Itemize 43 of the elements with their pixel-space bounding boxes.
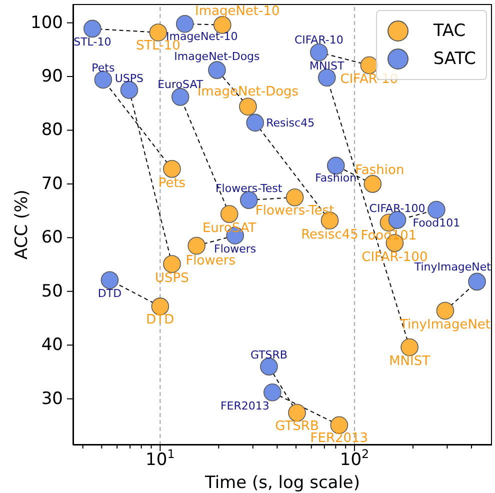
y-tick-label: 50 <box>41 281 63 302</box>
annotation: Flowers <box>186 253 236 268</box>
x-tick-label: 10$^{2}$ <box>340 447 370 470</box>
annotation: FER2013 <box>310 430 368 446</box>
annotation: GTSRB <box>250 348 288 362</box>
y-tick-label: 40 <box>41 335 63 356</box>
y-tick-label: 60 <box>41 228 63 248</box>
annotation: GTSRB <box>275 418 319 434</box>
x-axis-title: Time (s, log scale) <box>204 473 360 493</box>
y-tick-label: 30 <box>41 388 63 409</box>
y-tick-label: 90 <box>41 66 63 87</box>
annotation: Pets <box>158 175 186 190</box>
annotation: ImageNet-10 <box>194 3 280 18</box>
annotation: FER2013 <box>220 398 270 412</box>
annotation: CIFAR-100 <box>369 201 426 214</box>
annotation: CIFAR-10 <box>294 32 344 46</box>
annotation: Flowers <box>214 242 256 256</box>
annotation: Food101 <box>412 216 460 230</box>
annotation: EuroSAT <box>202 220 256 236</box>
annotation: Flowers-Test <box>255 202 334 218</box>
annotation: Resisc45 <box>301 226 358 242</box>
annotation: MNIST <box>389 354 430 369</box>
x-tick-label: 10$^{1}$ <box>146 447 175 470</box>
y-tick-label: 80 <box>41 120 63 140</box>
y-tick-label: 70 <box>41 174 63 194</box>
y-axis-title: ACC (%) <box>12 190 32 260</box>
annotation: STL-10 <box>74 35 112 48</box>
annotation: Fashion <box>355 162 404 178</box>
annotation: TinyImageNet <box>398 317 491 332</box>
annotation: DTD <box>98 286 122 300</box>
annotation: USPS <box>114 71 144 84</box>
annotation: Fashion <box>315 171 357 184</box>
annotation: Resisc45 <box>266 116 315 130</box>
annotation: ImageNet-Dogs <box>174 50 260 63</box>
annotation: MNIST <box>310 59 344 72</box>
annotation: Pets <box>92 61 115 74</box>
annotation: USPS <box>155 270 189 286</box>
legend-label: TAC <box>433 21 466 41</box>
annotation: Flowers-Test <box>215 182 283 195</box>
annotation: CIFAR-10 <box>340 72 398 87</box>
y-tick-label: 100 <box>30 12 63 33</box>
annotation: DTD <box>146 312 174 327</box>
legend-label: SATC <box>433 49 476 69</box>
